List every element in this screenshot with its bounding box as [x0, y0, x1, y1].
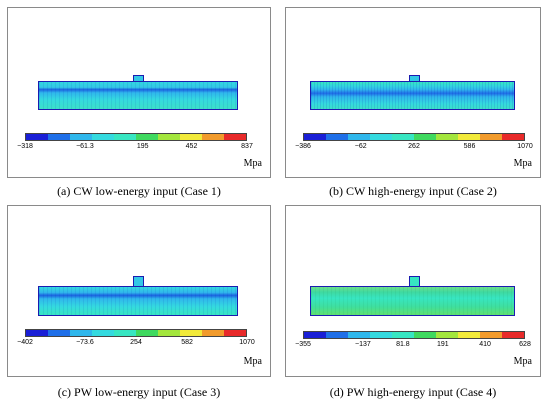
colorbar-segment [202, 330, 224, 336]
stress-contour-panel-case-4: −355 −137 81.8 191 410 628 Mpa [285, 205, 541, 377]
colorbar-segment [502, 332, 524, 338]
colorbar-tick: 410 [479, 341, 491, 348]
colorbar-gradient [303, 331, 525, 339]
colorbar-tick: 628 [519, 341, 531, 348]
colorbar-segment [304, 332, 326, 338]
stress-colorbar: −318 −61.3 195 452 837 [17, 133, 253, 155]
colorbar-segment [92, 330, 114, 336]
colorbar-tick: −61.3 [76, 143, 94, 150]
colorbar-segment [224, 134, 246, 140]
colorbar-tick: 452 [185, 143, 198, 150]
colorbar-tick: 191 [437, 341, 449, 348]
colorbar-segment [480, 134, 502, 140]
colorbar-segment [436, 332, 458, 338]
colorbar-segment [348, 134, 370, 140]
panel-caption: (a) CW low-energy input (Case 1) [57, 184, 221, 198]
colorbar-tick: 586 [463, 143, 476, 150]
contour-texture [311, 287, 514, 315]
stress-contour-panel-case-2: −386 −62 262 586 1070 Mpa [285, 7, 541, 178]
colorbar-segment [48, 330, 70, 336]
colorbar-tick: 195 [136, 143, 149, 150]
colorbar-segment [414, 134, 436, 140]
colorbar-tick: 262 [408, 143, 420, 150]
colorbar-segment [136, 330, 158, 336]
colorbar-tick: −318 [17, 143, 33, 150]
colorbar-tick: −62 [354, 143, 367, 150]
colorbar-tick: 254 [130, 339, 142, 346]
contour-texture [39, 287, 237, 315]
colorbar-tick: −73.6 [76, 339, 94, 346]
colorbar-segment [304, 134, 326, 140]
colorbar-segment [92, 134, 114, 140]
colorbar-segment [202, 134, 224, 140]
colorbar-segment [114, 330, 136, 336]
colorbar-segment [114, 134, 136, 140]
stress-colorbar: −402 −73.6 254 582 1070 [17, 329, 255, 351]
colorbar-segment [136, 134, 158, 140]
colorbar-tick: 582 [181, 339, 193, 346]
colorbar-tick: 81.8 [396, 341, 410, 348]
colorbar-segment [224, 330, 246, 336]
colorbar-segment [392, 134, 414, 140]
colorbar-segment [70, 134, 92, 140]
colorbar-ticks: −318 −61.3 195 452 837 [17, 143, 253, 155]
stress-contour-plate [310, 81, 515, 110]
stress-colorbar: −355 −137 81.8 191 410 628 [295, 331, 531, 353]
colorbar-gradient [25, 133, 247, 141]
unit-label: Mpa [513, 158, 532, 169]
panel-caption: (c) PW low-energy input (Case 3) [57, 385, 221, 399]
panel-caption: (b) CW high-energy input (Case 2) [329, 184, 497, 198]
stress-contour-plate [38, 286, 238, 316]
colorbar-segment [180, 134, 202, 140]
colorbar-segment [158, 330, 180, 336]
panel-caption: (d) PW high-energy input (Case 4) [329, 385, 497, 399]
colorbar-segment [158, 134, 180, 140]
colorbar-segment [480, 332, 502, 338]
colorbar-tick: 1070 [239, 339, 255, 346]
colorbar-tick: −137 [355, 341, 371, 348]
colorbar-segment [458, 332, 480, 338]
colorbar-ticks: −402 −73.6 254 582 1070 [17, 339, 255, 351]
colorbar-segment [414, 332, 436, 338]
colorbar-segment [326, 134, 348, 140]
colorbar-tick: −402 [17, 339, 33, 346]
colorbar-segment [48, 134, 70, 140]
colorbar-ticks: −386 −62 262 586 1070 [295, 143, 533, 155]
colorbar-segment [392, 332, 414, 338]
stress-contour-plate [310, 286, 515, 316]
colorbar-tick: −355 [295, 341, 311, 348]
stress-contour-plate [38, 81, 238, 110]
colorbar-segment [370, 134, 392, 140]
colorbar-segment [326, 332, 348, 338]
colorbar-ticks: −355 −137 81.8 191 410 628 [295, 341, 531, 353]
colorbar-gradient [25, 329, 247, 337]
stress-contour-panel-case-3: −402 −73.6 254 582 1070 Mpa [7, 205, 271, 377]
colorbar-segment [458, 134, 480, 140]
colorbar-segment [26, 134, 48, 140]
unit-label: Mpa [243, 356, 262, 367]
contour-texture [39, 82, 237, 109]
contour-texture [311, 82, 514, 109]
colorbar-segment [26, 330, 48, 336]
colorbar-segment [180, 330, 202, 336]
colorbar-segment [370, 332, 392, 338]
colorbar-segment [436, 134, 458, 140]
stress-colorbar: −386 −62 262 586 1070 [295, 133, 533, 155]
colorbar-gradient [303, 133, 525, 141]
colorbar-tick: 837 [241, 143, 253, 150]
stress-contour-panel-case-1: −318 −61.3 195 452 837 Mpa [7, 7, 271, 178]
unit-label: Mpa [513, 356, 532, 367]
colorbar-segment [348, 332, 370, 338]
colorbar-tick: −386 [295, 143, 311, 150]
colorbar-segment [70, 330, 92, 336]
unit-label: Mpa [243, 158, 262, 169]
colorbar-tick: 1070 [517, 143, 533, 150]
colorbar-segment [502, 134, 524, 140]
